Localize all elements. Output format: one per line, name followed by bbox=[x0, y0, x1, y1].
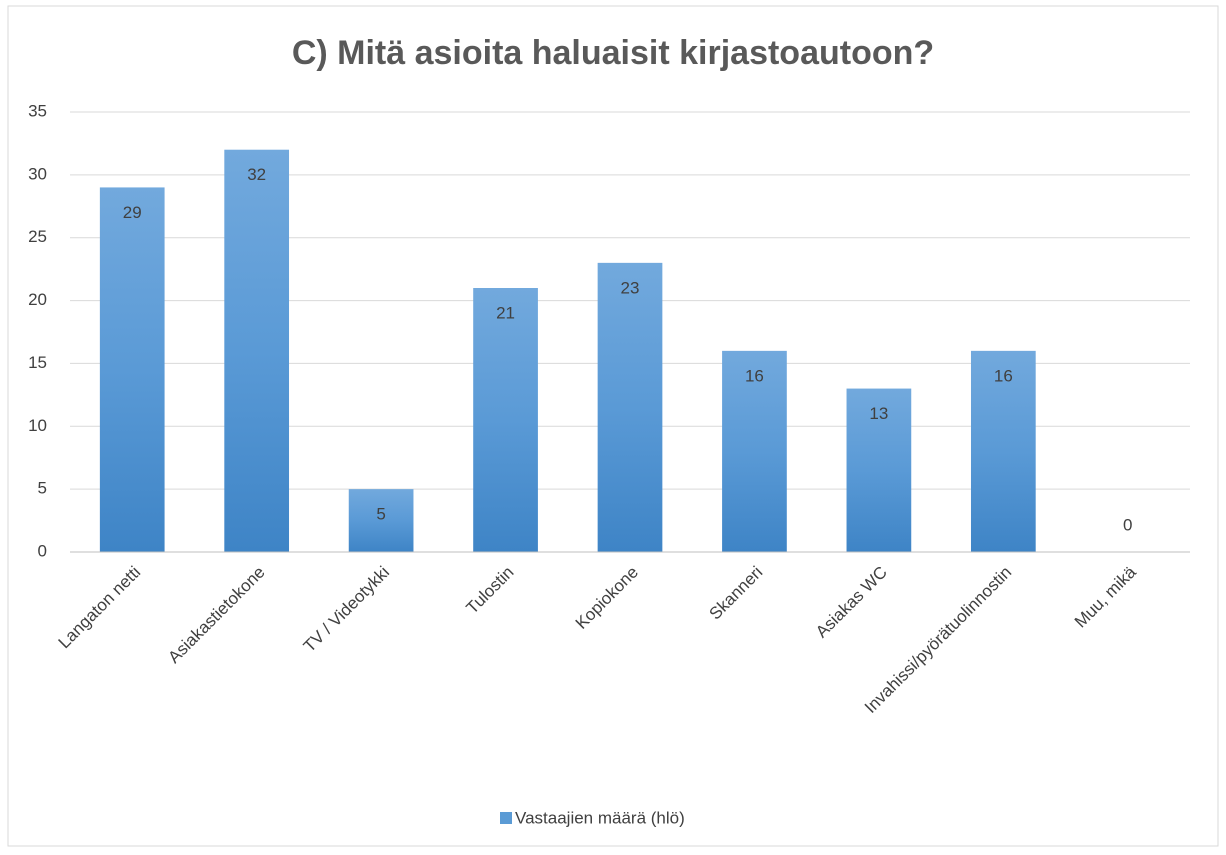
bar bbox=[970, 350, 1036, 552]
bar bbox=[99, 187, 165, 552]
bar bbox=[846, 388, 912, 552]
chart-title: C) Mitä asioita haluaisit kirjastoautoon… bbox=[292, 34, 934, 72]
y-tick-label: 20 bbox=[28, 290, 47, 309]
y-tick-label: 30 bbox=[28, 164, 47, 183]
data-label: 23 bbox=[621, 278, 640, 297]
data-label: 13 bbox=[869, 404, 888, 423]
data-label: 29 bbox=[123, 203, 142, 222]
y-tick-label: 25 bbox=[28, 227, 47, 246]
y-tick-label: 15 bbox=[28, 353, 47, 372]
bar bbox=[597, 262, 663, 552]
bar bbox=[348, 489, 414, 552]
y-tick-label: 0 bbox=[38, 541, 47, 560]
bar bbox=[722, 350, 787, 552]
data-label: 21 bbox=[496, 303, 515, 322]
bar bbox=[473, 288, 538, 552]
data-label: 0 bbox=[1123, 515, 1132, 534]
data-label: 5 bbox=[376, 505, 385, 524]
y-tick-label: 5 bbox=[38, 479, 47, 498]
data-label: 16 bbox=[994, 366, 1013, 385]
data-label: 16 bbox=[745, 366, 764, 385]
bar bbox=[224, 149, 290, 552]
y-tick-label: 35 bbox=[28, 101, 47, 120]
legend-label: Vastaajien määrä (hlö) bbox=[515, 808, 685, 827]
y-tick-label: 10 bbox=[28, 416, 47, 435]
data-label: 32 bbox=[247, 165, 266, 184]
legend-swatch bbox=[500, 812, 512, 824]
